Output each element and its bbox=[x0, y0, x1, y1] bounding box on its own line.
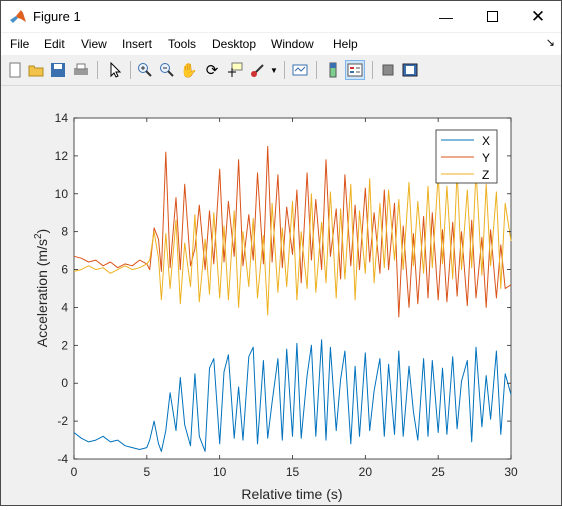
y-tick-label: 4 bbox=[61, 300, 68, 314]
legend-label-x: X bbox=[482, 134, 490, 148]
show-plot-tools-icon[interactable] bbox=[400, 60, 420, 80]
hide-plot-tools-icon[interactable] bbox=[378, 60, 398, 80]
x-tick-label: 20 bbox=[359, 465, 373, 479]
figure-toolbar: ✋ ⟳ ▼ bbox=[1, 55, 561, 86]
dock-figure-icon[interactable]: ↘ bbox=[545, 37, 555, 49]
x-tick-label: 5 bbox=[143, 465, 150, 479]
link-plot-icon[interactable] bbox=[290, 60, 310, 80]
series-line-y[interactable] bbox=[73, 145, 512, 318]
legend-label-y: Y bbox=[482, 151, 490, 165]
menu-desktop[interactable]: Desktop bbox=[212, 37, 257, 51]
pointer-icon[interactable] bbox=[105, 60, 125, 80]
minimize-button[interactable]: — bbox=[423, 1, 469, 32]
toolbar-separator bbox=[97, 61, 98, 79]
legend-label-z: Z bbox=[482, 168, 489, 182]
legend-icon[interactable] bbox=[345, 60, 365, 80]
y-tick-label: 2 bbox=[61, 338, 68, 352]
matlab-logo-icon bbox=[10, 10, 26, 23]
minimize-icon: — bbox=[439, 8, 453, 25]
menu-tools[interactable]: Tools bbox=[168, 37, 197, 51]
y-tick-label: 0 bbox=[61, 376, 68, 390]
menu-insert[interactable]: Insert bbox=[122, 37, 153, 51]
data-cursor-icon[interactable] bbox=[225, 60, 245, 80]
y-axis-label: Acceleration (m/s2) bbox=[33, 229, 50, 347]
open-file-icon[interactable] bbox=[26, 60, 46, 80]
y-axis-label-superscript: 2 bbox=[33, 233, 44, 239]
colorbar-icon[interactable] bbox=[323, 60, 343, 80]
title-bar[interactable]: Figure 1 — ✕ bbox=[1, 1, 561, 32]
x-axis-label: Relative time (s) bbox=[241, 486, 342, 502]
toolbar-separator bbox=[316, 61, 317, 79]
series-layer bbox=[73, 145, 512, 452]
brush-dropdown-icon[interactable]: ▼ bbox=[270, 65, 278, 75]
figure-canvas: 0 5 10 15 20 25 30 -4 -2 0 2 4 6 8 10 12 14 Relative tim… bbox=[1, 86, 561, 505]
line-chart[interactable]: 0 5 10 15 20 25 30 -4 -2 0 2 4 6 8 10 12 14 Relative tim… bbox=[1, 86, 561, 505]
menu-view[interactable]: View bbox=[81, 37, 107, 51]
print-icon[interactable] bbox=[71, 60, 91, 80]
zoom-in-icon[interactable] bbox=[135, 60, 155, 80]
save-icon[interactable] bbox=[48, 60, 68, 80]
x-tick-label: 10 bbox=[213, 465, 227, 479]
y-tick-label: 8 bbox=[61, 225, 68, 239]
tick-layer: 0 5 10 15 20 25 30 -4 -2 0 2 4 6 8 10 12 14 bbox=[55, 111, 518, 479]
toolbar-separator bbox=[284, 61, 285, 79]
close-button[interactable]: ✕ bbox=[515, 1, 561, 32]
rotate-3d-icon[interactable]: ⟳ bbox=[205, 62, 219, 79]
y-tick-label: -2 bbox=[57, 414, 68, 428]
legend[interactable]: X Y Z bbox=[435, 129, 498, 184]
x-tick-label: 30 bbox=[504, 465, 518, 479]
new-figure-icon[interactable] bbox=[5, 60, 25, 80]
zoom-out-icon[interactable] bbox=[157, 60, 177, 80]
toolbar-separator bbox=[372, 61, 373, 79]
y-tick-label: 14 bbox=[55, 111, 69, 125]
menu-edit[interactable]: Edit bbox=[44, 37, 65, 51]
y-tick-label: 6 bbox=[61, 263, 68, 277]
series-line-z[interactable] bbox=[73, 170, 512, 316]
menu-bar: File Edit View Insert Tools Desktop Wind… bbox=[1, 33, 561, 55]
x-tick-label: 25 bbox=[431, 465, 445, 479]
y-tick-label: 10 bbox=[55, 187, 69, 201]
pan-icon[interactable]: ✋ bbox=[180, 61, 198, 78]
y-tick-label: 12 bbox=[55, 149, 69, 163]
menu-help[interactable]: Help bbox=[333, 37, 358, 51]
x-tick-label: 15 bbox=[286, 465, 300, 479]
toolbar-separator bbox=[130, 61, 131, 79]
maximize-button[interactable] bbox=[469, 1, 515, 32]
menu-file[interactable]: File bbox=[10, 37, 30, 51]
close-icon: ✕ bbox=[530, 6, 546, 26]
brush-icon[interactable] bbox=[248, 60, 268, 80]
series-line-x[interactable] bbox=[73, 339, 512, 452]
maximize-icon bbox=[486, 11, 498, 22]
menu-window[interactable]: Window bbox=[271, 37, 314, 51]
y-tick-label: -4 bbox=[57, 452, 68, 466]
window-title: Figure 1 bbox=[33, 9, 81, 24]
y-axis-label-close: ) bbox=[34, 229, 50, 234]
x-tick-label: 0 bbox=[71, 465, 78, 479]
